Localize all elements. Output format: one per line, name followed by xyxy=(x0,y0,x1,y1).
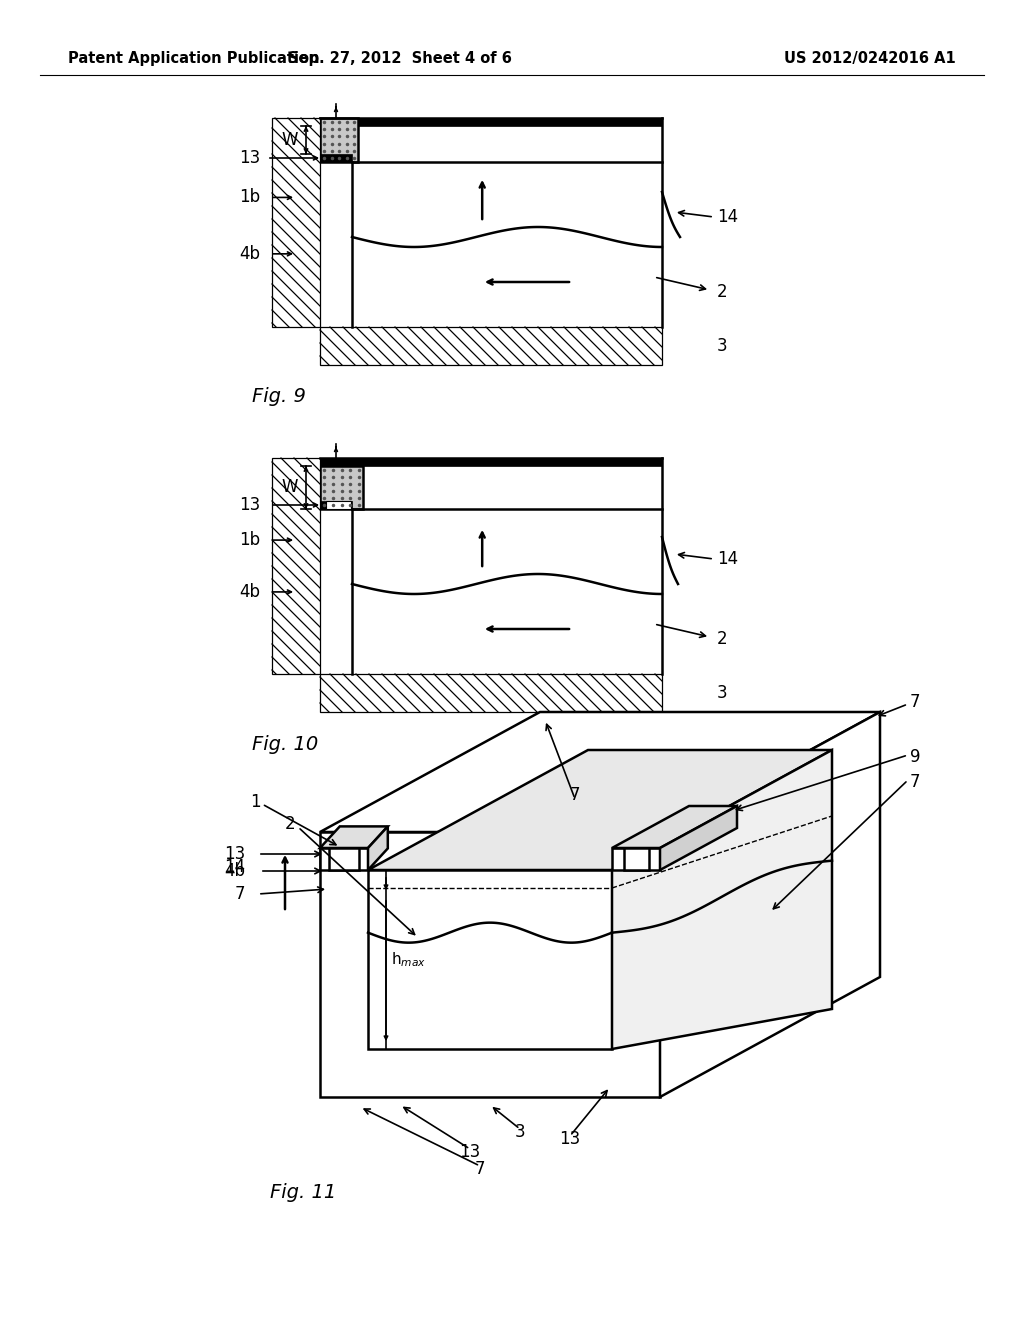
Text: Patent Application Publication: Patent Application Publication xyxy=(68,50,319,66)
Text: 13: 13 xyxy=(224,845,245,863)
Polygon shape xyxy=(319,711,880,832)
Text: 13: 13 xyxy=(239,149,260,168)
Bar xyxy=(319,117,358,162)
Text: W: W xyxy=(282,479,298,496)
Polygon shape xyxy=(660,807,737,870)
Bar xyxy=(319,466,362,510)
Text: 4b: 4b xyxy=(239,244,260,263)
Polygon shape xyxy=(368,826,388,870)
Text: Fig. 10: Fig. 10 xyxy=(252,734,318,754)
Bar xyxy=(319,154,352,162)
Bar xyxy=(319,675,662,711)
Text: 14: 14 xyxy=(224,858,245,876)
Bar xyxy=(319,117,662,125)
Polygon shape xyxy=(368,750,831,870)
Text: 3: 3 xyxy=(717,337,728,355)
Text: 1: 1 xyxy=(250,793,260,810)
Text: 7: 7 xyxy=(475,1160,485,1177)
Polygon shape xyxy=(612,807,737,847)
Bar xyxy=(624,847,649,870)
Text: Fig. 9: Fig. 9 xyxy=(252,388,306,407)
Text: 2: 2 xyxy=(717,282,728,301)
Text: 7: 7 xyxy=(910,693,921,711)
Polygon shape xyxy=(612,847,660,870)
Text: 9: 9 xyxy=(910,748,921,766)
Polygon shape xyxy=(319,832,660,1097)
Polygon shape xyxy=(319,826,388,847)
Text: 14: 14 xyxy=(717,550,738,568)
Polygon shape xyxy=(368,870,612,1049)
Text: 7: 7 xyxy=(234,884,245,903)
Text: 13: 13 xyxy=(239,496,260,513)
Text: 14: 14 xyxy=(717,209,738,226)
Polygon shape xyxy=(612,750,831,1049)
Text: 4b: 4b xyxy=(239,583,260,601)
Bar xyxy=(329,847,359,870)
Bar xyxy=(319,502,352,510)
Bar xyxy=(326,502,351,510)
Text: 1b: 1b xyxy=(239,531,260,549)
Text: 13: 13 xyxy=(460,1143,480,1162)
Text: W: W xyxy=(282,131,298,149)
Polygon shape xyxy=(660,711,880,1097)
Text: US 2012/0242016 A1: US 2012/0242016 A1 xyxy=(784,50,955,66)
Text: 3: 3 xyxy=(515,1123,525,1140)
Bar xyxy=(272,458,319,675)
Text: 2: 2 xyxy=(285,814,295,833)
Bar xyxy=(272,117,319,327)
Text: 2: 2 xyxy=(717,630,728,648)
Bar xyxy=(319,458,662,466)
Text: 4b: 4b xyxy=(224,862,245,880)
Polygon shape xyxy=(319,847,368,870)
Text: 7: 7 xyxy=(910,774,921,791)
Text: Fig. 11: Fig. 11 xyxy=(270,1183,336,1201)
Text: 3: 3 xyxy=(717,684,728,702)
Text: Sep. 27, 2012  Sheet 4 of 6: Sep. 27, 2012 Sheet 4 of 6 xyxy=(288,50,512,66)
Text: 7: 7 xyxy=(569,785,581,804)
Text: 1b: 1b xyxy=(239,189,260,206)
Text: 13: 13 xyxy=(559,1130,581,1148)
Text: h$_{max}$: h$_{max}$ xyxy=(391,950,426,969)
Bar xyxy=(319,327,662,366)
